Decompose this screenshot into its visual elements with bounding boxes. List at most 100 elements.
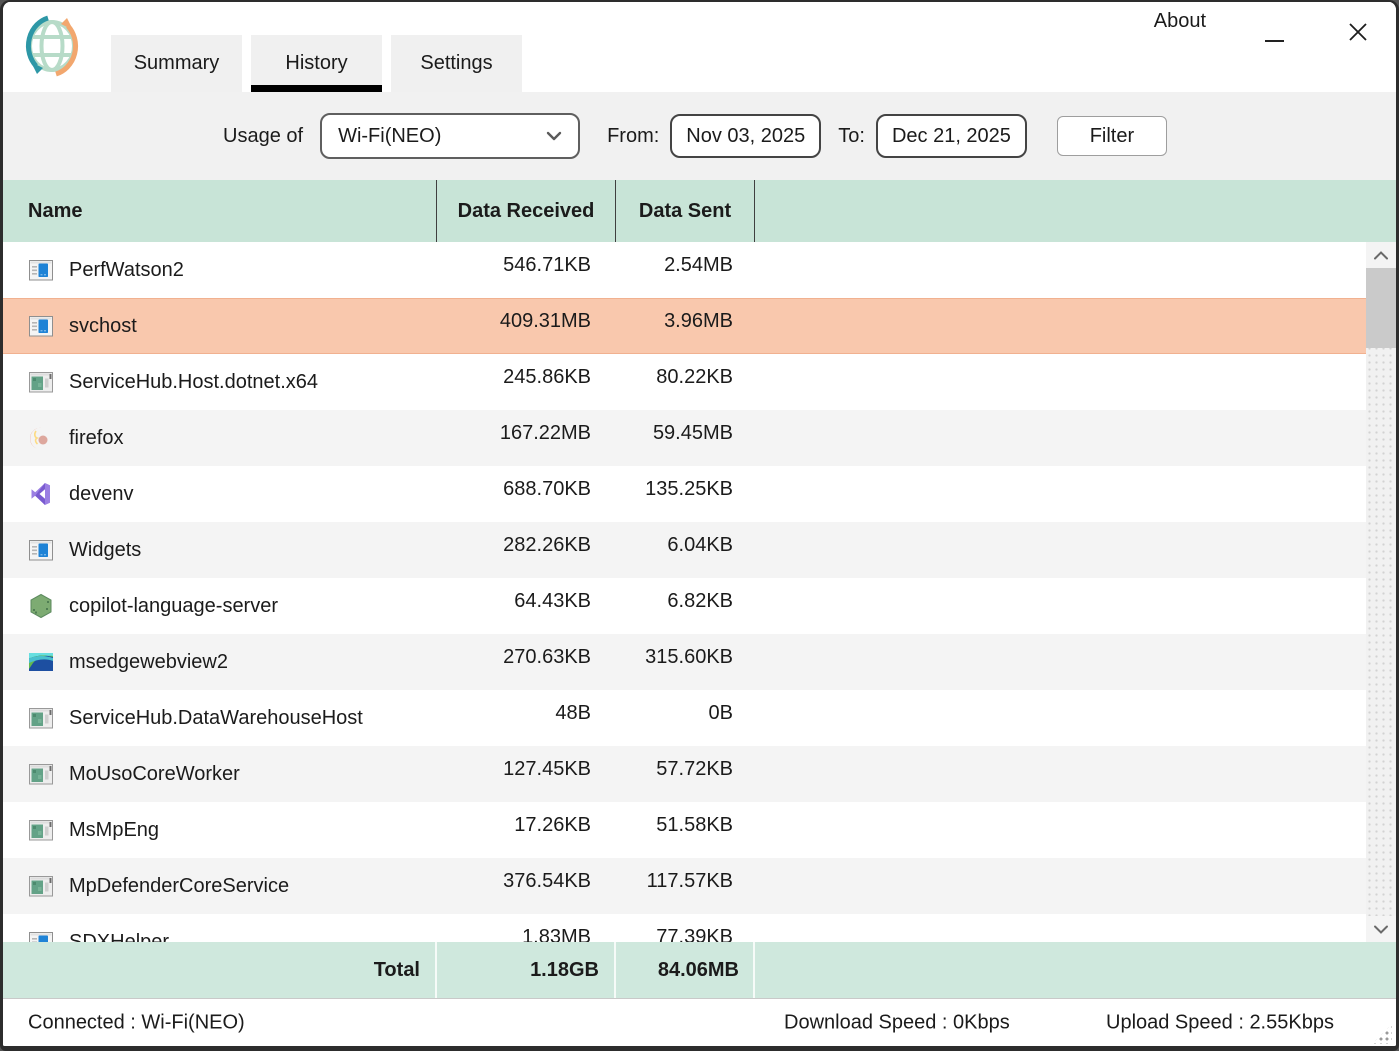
data-received-cell: 546.71KB bbox=[503, 253, 591, 276]
data-sent-cell: 3.96MB bbox=[664, 309, 733, 332]
process-name: svchost bbox=[69, 314, 137, 337]
total-label: Total bbox=[3, 942, 437, 998]
app-logo-globe-icon bbox=[25, 15, 79, 77]
process-name-cell: ServiceHub.Host.dotnet.x64 bbox=[3, 354, 437, 410]
to-label: To: bbox=[838, 124, 865, 147]
table-row[interactable]: MsMpEng 17.26KB 51.58KB bbox=[3, 802, 1396, 858]
download-speed: Download Speed : 0Kbps bbox=[784, 1011, 1010, 1033]
data-received-cell: 245.86KB bbox=[503, 365, 591, 388]
process-name: PerfWatson2 bbox=[69, 258, 184, 281]
table-row[interactable]: svchost 409.31MB 3.96MB bbox=[3, 298, 1396, 354]
tab-summary[interactable]: Summary bbox=[111, 35, 242, 92]
chevron-down-icon bbox=[546, 131, 562, 141]
usage-table-body: PerfWatson2 546.71KB 2.54MB bbox=[3, 242, 1396, 942]
data-received-cell: 1.83MB bbox=[522, 925, 591, 943]
about-link[interactable]: About bbox=[1153, 10, 1206, 32]
connection-status: Connected : Wi-Fi(NEO) bbox=[28, 1011, 245, 1033]
table-row[interactable]: ServiceHub.DataWarehouseHost 48B 0B bbox=[3, 690, 1396, 746]
minimize-button[interactable] bbox=[1261, 20, 1287, 46]
row-filler bbox=[755, 690, 1396, 746]
row-filler bbox=[755, 746, 1396, 802]
process-name: MoUsoCoreWorker bbox=[69, 762, 240, 785]
adapter-selected-value: Wi-Fi(NEO) bbox=[338, 124, 442, 147]
tab-history[interactable]: History bbox=[251, 35, 382, 92]
data-received-cell: 409.31MB bbox=[499, 309, 591, 332]
process-name-cell: SDXHelper bbox=[3, 914, 437, 942]
tab-settings[interactable]: Settings bbox=[391, 35, 522, 92]
process-name: SDXHelper bbox=[69, 930, 170, 943]
status-bar: Connected : Wi-Fi(NEO) Download Speed : … bbox=[3, 998, 1396, 1046]
column-header-data-sent[interactable]: Data Sent bbox=[616, 180, 755, 242]
adapter-select[interactable]: Wi-Fi(NEO) bbox=[320, 113, 581, 159]
data-sent-cell: 57.72KB bbox=[656, 757, 733, 780]
total-data-sent: 84.06MB bbox=[616, 942, 755, 998]
hexagon-green-icon bbox=[28, 593, 54, 619]
vertical-scrollbar[interactable] bbox=[1366, 242, 1396, 942]
scrollbar-thumb[interactable] bbox=[1366, 268, 1396, 348]
filter-bar: Usage of Wi-Fi(NEO) From: Nov 03, 2025 T… bbox=[3, 92, 1396, 180]
process-name-cell: svchost bbox=[3, 298, 437, 354]
row-filler bbox=[755, 466, 1396, 522]
table-row[interactable]: SDXHelper 1.83MB 77.39KB bbox=[3, 914, 1396, 942]
data-sent-cell: 6.04KB bbox=[667, 533, 733, 556]
process-name: ServiceHub.DataWarehouseHost bbox=[69, 706, 363, 729]
table-rows-container: PerfWatson2 546.71KB 2.54MB bbox=[3, 242, 1396, 942]
process-name: msedgewebview2 bbox=[69, 650, 228, 673]
close-button[interactable] bbox=[1344, 18, 1372, 46]
window-teal-icon bbox=[28, 705, 54, 731]
data-sent-cell: 135.25KB bbox=[645, 477, 733, 500]
table-row[interactable]: Widgets 282.26KB 6.04KB bbox=[3, 522, 1396, 578]
table-row[interactable]: copilot-language-server 64.43KB 6.82KB bbox=[3, 578, 1396, 634]
data-sent-cell: 117.57KB bbox=[646, 869, 733, 892]
visual-studio-icon bbox=[28, 481, 54, 507]
table-row[interactable]: PerfWatson2 546.71KB 2.54MB bbox=[3, 242, 1396, 298]
process-name-cell: MpDefenderCoreService bbox=[3, 858, 437, 914]
data-sent-cell: 2.54MB bbox=[664, 253, 733, 276]
window-teal-icon bbox=[28, 817, 54, 843]
tab-bar: Summary History Settings bbox=[111, 35, 522, 92]
scroll-up-button[interactable] bbox=[1366, 242, 1396, 268]
table-row[interactable]: ServiceHub.Host.dotnet.x64 245.86KB 80.2… bbox=[3, 354, 1396, 410]
filter-button[interactable]: Filter bbox=[1056, 116, 1167, 156]
table-row[interactable]: MoUsoCoreWorker 127.45KB 57.72KB bbox=[3, 746, 1396, 802]
process-name-cell: devenv bbox=[3, 466, 437, 522]
process-name: firefox bbox=[69, 426, 124, 449]
process-name: copilot-language-server bbox=[69, 594, 279, 617]
column-header-data-received[interactable]: Data Received bbox=[437, 180, 616, 242]
table-row[interactable]: devenv 688.70KB 135.25KB bbox=[3, 466, 1396, 522]
edge-webview-icon bbox=[28, 649, 54, 675]
process-name-cell: MsMpEng bbox=[3, 802, 437, 858]
from-date-picker[interactable]: Nov 03, 2025 bbox=[670, 114, 822, 158]
process-name-cell: ServiceHub.DataWarehouseHost bbox=[3, 690, 437, 746]
to-date-picker[interactable]: Dec 21, 2025 bbox=[875, 114, 1027, 158]
data-received-cell: 688.70KB bbox=[503, 477, 591, 500]
process-name-cell: msedgewebview2 bbox=[3, 634, 437, 690]
from-label: From: bbox=[607, 124, 660, 147]
data-received-cell: 48B bbox=[555, 701, 591, 724]
process-name: MpDefenderCoreService bbox=[69, 874, 290, 897]
window-blue-icon bbox=[28, 537, 54, 563]
row-filler bbox=[755, 242, 1396, 298]
window-blue-icon bbox=[28, 313, 54, 339]
usage-of-label: Usage of bbox=[223, 124, 304, 147]
scroll-down-button[interactable] bbox=[1366, 916, 1396, 942]
close-icon bbox=[1349, 23, 1367, 41]
resize-grip[interactable] bbox=[1372, 1024, 1392, 1044]
column-header-name[interactable]: Name bbox=[3, 180, 437, 242]
row-filler bbox=[755, 914, 1396, 942]
upload-speed: Upload Speed : 2.55Kbps bbox=[1106, 1011, 1334, 1033]
data-received-cell: 167.22MB bbox=[499, 421, 591, 444]
data-received-cell: 17.26KB bbox=[514, 813, 591, 836]
data-sent-cell: 80.22KB bbox=[656, 365, 733, 388]
process-name: Widgets bbox=[69, 538, 142, 561]
table-row[interactable]: msedgewebview2 270.63KB 315.60KB bbox=[3, 634, 1396, 690]
process-name: ServiceHub.Host.dotnet.x64 bbox=[69, 370, 319, 393]
scrollbar-track[interactable] bbox=[1366, 268, 1396, 916]
chevron-up-icon bbox=[1374, 250, 1388, 259]
row-filler bbox=[755, 522, 1396, 578]
process-name: MsMpEng bbox=[69, 818, 160, 841]
table-row[interactable]: firefox 167.22MB 59.45MB bbox=[3, 410, 1396, 466]
data-received-cell: 64.43KB bbox=[514, 589, 591, 612]
row-filler bbox=[755, 802, 1396, 858]
table-row[interactable]: MpDefenderCoreService 376.54KB 117.57KB bbox=[3, 858, 1396, 914]
